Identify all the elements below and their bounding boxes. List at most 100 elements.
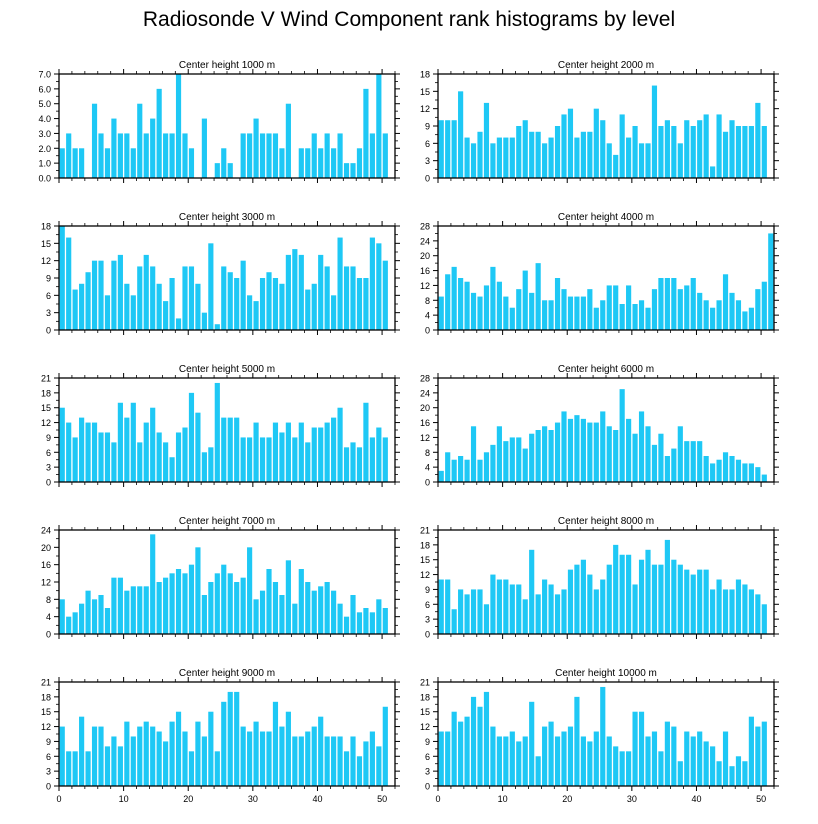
bar bbox=[331, 148, 337, 178]
bar bbox=[729, 292, 735, 330]
bar bbox=[369, 237, 375, 330]
x-tick-label: 50 bbox=[756, 794, 766, 804]
bar bbox=[98, 595, 104, 634]
bar bbox=[343, 266, 350, 330]
bar bbox=[247, 295, 253, 330]
bar bbox=[201, 452, 207, 482]
bar bbox=[253, 599, 259, 634]
bar bbox=[710, 746, 716, 786]
bar bbox=[542, 426, 548, 482]
bar bbox=[298, 148, 304, 178]
bar bbox=[438, 731, 444, 786]
bar bbox=[658, 433, 664, 482]
y-tick-label: 7.0 bbox=[38, 70, 51, 80]
bar bbox=[735, 300, 742, 330]
bar bbox=[684, 120, 690, 178]
bar bbox=[626, 418, 632, 482]
bar bbox=[324, 422, 330, 482]
bar bbox=[188, 148, 195, 178]
bar bbox=[369, 437, 375, 482]
bar bbox=[690, 126, 696, 178]
bar bbox=[503, 579, 509, 634]
bar bbox=[716, 761, 722, 786]
bar bbox=[671, 448, 677, 482]
bar bbox=[710, 166, 716, 178]
bar bbox=[503, 296, 509, 330]
y-tick-label: 15 bbox=[420, 555, 430, 565]
bar bbox=[535, 594, 541, 634]
bar bbox=[451, 609, 457, 634]
bar bbox=[382, 260, 388, 330]
bar bbox=[337, 603, 343, 634]
y-tick-label: 20 bbox=[420, 251, 430, 261]
bar bbox=[742, 126, 748, 178]
y-tick-label: 21 bbox=[420, 526, 430, 536]
bar bbox=[561, 411, 567, 482]
bar bbox=[292, 249, 298, 330]
bar bbox=[548, 721, 554, 786]
bar bbox=[658, 278, 664, 330]
bar bbox=[613, 154, 619, 178]
bar bbox=[208, 711, 214, 786]
bar bbox=[104, 295, 111, 330]
bar bbox=[522, 448, 528, 482]
bar bbox=[703, 569, 709, 634]
bar bbox=[522, 120, 528, 178]
bar bbox=[651, 289, 658, 330]
x-tick-label: 30 bbox=[248, 794, 258, 804]
bar bbox=[124, 721, 130, 786]
bar bbox=[363, 741, 369, 786]
bar bbox=[755, 467, 761, 482]
bar bbox=[156, 731, 162, 786]
bar bbox=[79, 283, 85, 330]
bar bbox=[587, 422, 593, 482]
bar bbox=[697, 441, 703, 482]
bar bbox=[535, 430, 541, 482]
y-tick-label: 8 bbox=[46, 595, 51, 605]
bar bbox=[98, 432, 104, 482]
bar bbox=[451, 266, 457, 330]
bar bbox=[298, 422, 304, 482]
bar bbox=[626, 751, 632, 786]
bar bbox=[376, 746, 382, 786]
y-tick-label: 4.0 bbox=[38, 114, 51, 124]
y-tick-label: 6 bbox=[425, 752, 430, 762]
bar bbox=[234, 278, 240, 330]
bar bbox=[305, 442, 311, 482]
bar bbox=[716, 114, 722, 178]
bar bbox=[490, 726, 496, 786]
bar bbox=[710, 307, 716, 330]
bar bbox=[554, 422, 561, 482]
x-tick-label: 20 bbox=[562, 794, 572, 804]
bar bbox=[356, 612, 363, 634]
bar bbox=[761, 281, 767, 330]
x-tick-label: 0 bbox=[435, 794, 440, 804]
bar bbox=[175, 569, 182, 634]
y-tick-label: 3 bbox=[46, 463, 51, 473]
y-tick-label: 12 bbox=[420, 104, 430, 114]
bar bbox=[535, 756, 541, 786]
bar bbox=[516, 289, 522, 330]
bar bbox=[516, 126, 522, 178]
x-tick-label: 10 bbox=[119, 794, 129, 804]
bar bbox=[509, 307, 515, 330]
bar bbox=[117, 133, 123, 178]
bar bbox=[331, 590, 337, 634]
bar bbox=[535, 263, 541, 330]
bar bbox=[483, 691, 490, 786]
bar bbox=[574, 564, 580, 634]
bar bbox=[240, 726, 246, 786]
bar bbox=[580, 736, 586, 786]
bar bbox=[638, 711, 645, 786]
bar bbox=[150, 534, 156, 634]
bar bbox=[343, 163, 350, 178]
bar bbox=[163, 577, 169, 634]
bar bbox=[305, 582, 311, 634]
bar bbox=[664, 539, 670, 634]
y-tick-label: 28 bbox=[420, 222, 430, 232]
bar bbox=[509, 731, 515, 786]
bar bbox=[690, 278, 696, 330]
bar bbox=[735, 459, 742, 482]
bar bbox=[580, 559, 586, 634]
